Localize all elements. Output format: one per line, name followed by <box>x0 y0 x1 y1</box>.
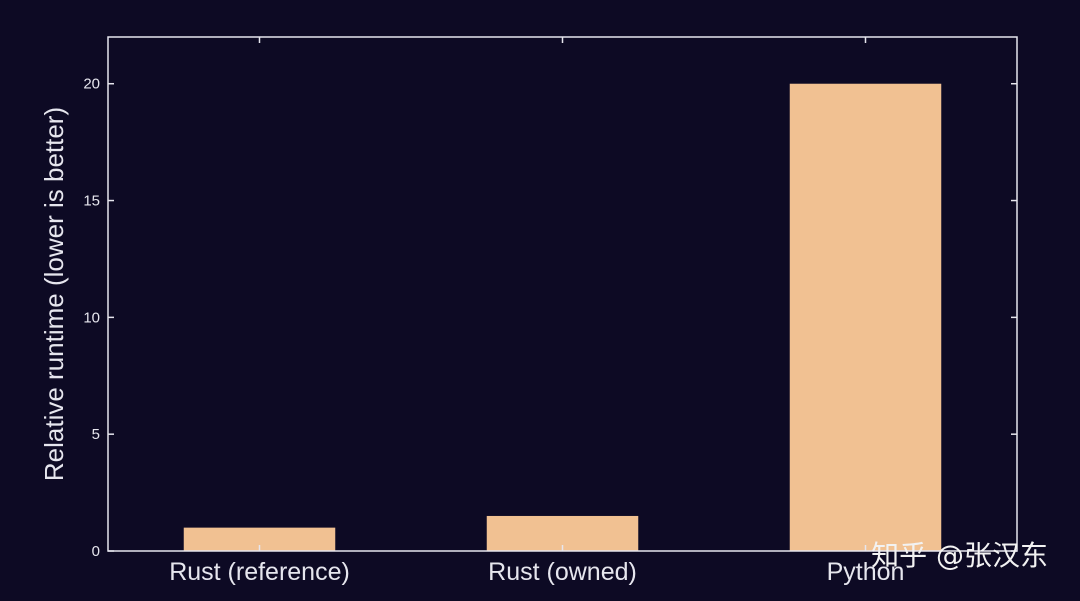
x-tick-label-2: Rust (owned) <box>488 558 637 586</box>
y-tick-label-5: 5 <box>92 426 100 443</box>
y-axis-title: Relative runtime (lower is better) <box>39 107 69 481</box>
y-tick-label-15: 15 <box>83 193 100 210</box>
y-tick-label-10: 10 <box>83 309 100 326</box>
watermark-text: 知乎 @张汉东 <box>871 539 1048 572</box>
bars-group <box>183 83 942 552</box>
bar-3 <box>789 83 942 552</box>
x-tick-label-3: Python <box>827 558 905 586</box>
category-labels: Rust (reference) Rust (owned) Python <box>169 558 904 586</box>
y-tick-label-0: 0 <box>92 543 100 560</box>
bar-1 <box>183 527 336 551</box>
y-tick-labels: 0 5 10 15 20 <box>83 76 100 560</box>
plot-frame <box>107 36 1018 552</box>
x-tick-label-1: Rust (reference) <box>169 558 350 586</box>
y-tick-label-20: 20 <box>83 76 100 93</box>
